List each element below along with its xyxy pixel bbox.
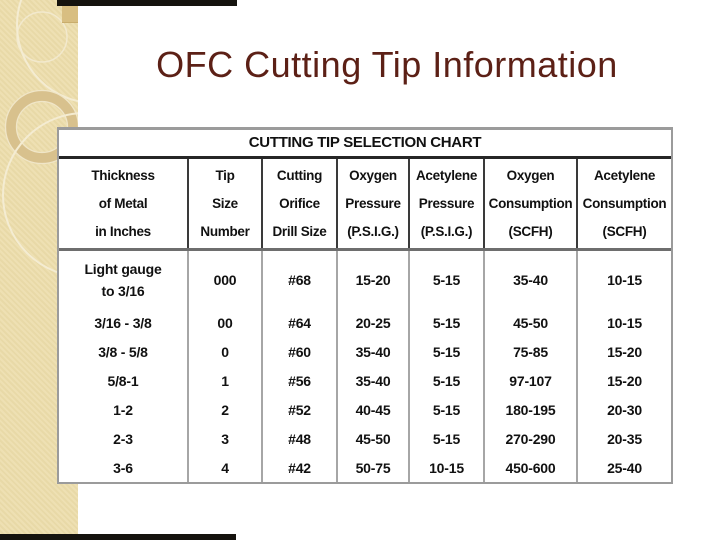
table-cell: 0 <box>189 337 263 366</box>
table-cell: 1-2 <box>59 395 189 424</box>
top-accent-bar <box>57 0 237 6</box>
table-cell: 10-15 <box>607 314 642 331</box>
table-caption: CUTTING TIP SELECTION CHART <box>59 130 671 159</box>
column-header: Cutting Orifice Drill Size <box>263 159 338 248</box>
table-cell: 3 <box>189 424 263 453</box>
table-cell: 5-15 <box>410 366 485 395</box>
table-cell: #52 <box>263 395 338 424</box>
table-cell: 20-25 <box>338 308 410 337</box>
column-header: Acetylene Consumption (SCFH) <box>582 167 667 239</box>
table-cell: #68 <box>263 251 338 308</box>
column-header: Oxygen Pressure (P.S.I.G.) <box>338 159 410 248</box>
table-cell: Light gauge to 3/16 <box>59 251 189 308</box>
table-cell: 3/16 - 3/8 <box>59 308 189 337</box>
table-cell: 10-15 <box>410 453 485 482</box>
table-cell: #60 <box>263 337 338 366</box>
table-cell: 3/8 - 5/8 <box>59 337 189 366</box>
table-cell: 5/8-1 <box>59 366 189 395</box>
table-cell: 4 <box>189 453 263 482</box>
table-cell: 5-15 <box>410 308 485 337</box>
table-cell: 270-290 <box>485 424 578 453</box>
table-cell: 75-85 <box>485 337 578 366</box>
table-cell: 20-30 <box>607 401 642 418</box>
table-cell: 35-40 <box>338 337 410 366</box>
column-header: Thickness of Metal in Inches <box>59 159 189 248</box>
column-header: Oxygen Consumption (SCFH) <box>485 159 578 248</box>
column-header: Tip Size Number <box>189 159 263 248</box>
column-header: Acetylene Pressure (P.S.I.G.) <box>410 159 485 248</box>
table-cell: 45-50 <box>485 308 578 337</box>
table-cell: 35-40 <box>338 366 410 395</box>
table-cell: 2-3 <box>59 424 189 453</box>
table-cell: 40-45 <box>338 395 410 424</box>
table-cell: #42 <box>263 453 338 482</box>
table-cell: 5-15 <box>410 251 485 308</box>
table-cell: 1 <box>189 366 263 395</box>
table-cell: 50-75 <box>338 453 410 482</box>
table-cell: 3-6 <box>59 453 189 482</box>
table-cell: 15-20 <box>338 251 410 308</box>
table-cell: 15-20 <box>607 343 642 360</box>
table-cell: 45-50 <box>338 424 410 453</box>
table-cell: 10-15 <box>607 271 642 288</box>
table-cell: 5-15 <box>410 424 485 453</box>
table-cell: #48 <box>263 424 338 453</box>
table-cell: 20-35 <box>607 430 642 447</box>
table-cell: #64 <box>263 308 338 337</box>
ring-outer-edge <box>4 89 78 165</box>
table-header-row: Thickness of Metal in Inches Tip Size Num… <box>59 159 671 251</box>
table-cell: 15-20 <box>607 372 642 389</box>
table-cell: 97-107 <box>485 366 578 395</box>
slide-title: OFC Cutting Tip Information <box>156 44 618 85</box>
table-cell: 450-600 <box>485 453 578 482</box>
table-cell: 5-15 <box>410 337 485 366</box>
cutting-tip-selection-table: CUTTING TIP SELECTION CHART Thickness of… <box>57 127 673 484</box>
circle-outline-bottom <box>2 112 78 278</box>
table-cell: 25-40 <box>607 459 642 476</box>
table-cell: 000 <box>189 251 263 308</box>
table-cell: 00 <box>189 308 263 337</box>
table-cell: #56 <box>263 366 338 395</box>
table-body: Light gauge to 3/16 000 #68 15-20 5-15 35-40 1… <box>59 251 671 482</box>
table-cell: 2 <box>189 395 263 424</box>
circle-outline-top <box>16 0 78 103</box>
bottom-accent-bar <box>0 534 236 540</box>
table-cell: 35-40 <box>485 251 578 308</box>
table-cell: 180-195 <box>485 395 578 424</box>
table-cell: 5-15 <box>410 395 485 424</box>
